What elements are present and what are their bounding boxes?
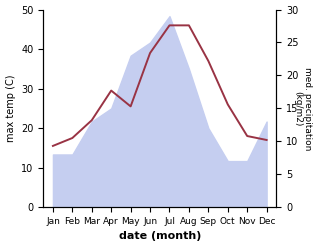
Y-axis label: med. precipitation
(kg/m2): med. precipitation (kg/m2) xyxy=(293,67,313,150)
Y-axis label: max temp (C): max temp (C) xyxy=(5,75,16,142)
X-axis label: date (month): date (month) xyxy=(119,231,201,242)
